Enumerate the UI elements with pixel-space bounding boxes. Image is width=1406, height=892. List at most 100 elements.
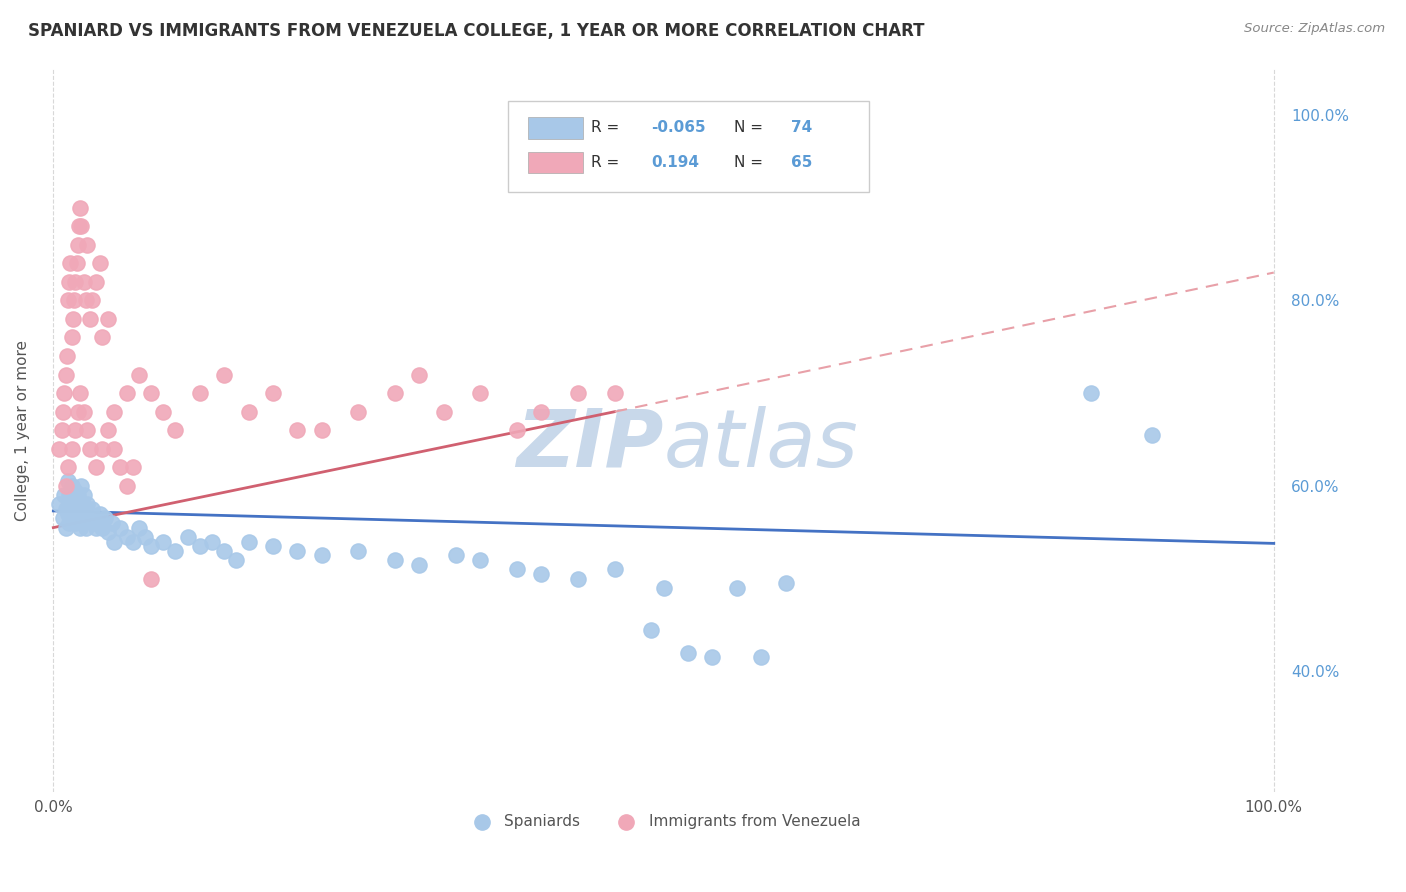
Point [89, 256, 111, 270]
Point [65, 483, 87, 498]
Point [238, 534, 260, 549]
Point [65, 516, 87, 530]
Point [84, 275, 107, 289]
Point [76, 237, 98, 252]
Point [55, 479, 77, 493]
Legend: Spaniards, Immigrants from Venezuela: Spaniards, Immigrants from Venezuela [460, 808, 868, 835]
Point [506, 562, 529, 576]
Point [93, 511, 115, 525]
Text: atlas: atlas [664, 406, 858, 483]
Point [115, 530, 138, 544]
Point [408, 558, 430, 572]
Point [60, 330, 83, 344]
Point [506, 423, 529, 437]
Point [82, 502, 104, 516]
Point [676, 646, 699, 660]
Text: N =: N = [734, 120, 768, 136]
Point [91, 521, 114, 535]
Point [52, 511, 75, 525]
Text: ZIP: ZIP [516, 406, 664, 483]
Point [139, 539, 162, 553]
Text: 65: 65 [790, 155, 811, 170]
Point [139, 572, 162, 586]
Point [775, 576, 797, 591]
Point [63, 293, 86, 308]
Point [110, 521, 132, 535]
Point [76, 498, 98, 512]
Text: N =: N = [734, 155, 768, 170]
FancyBboxPatch shape [527, 117, 582, 138]
Point [433, 405, 456, 419]
Point [97, 525, 120, 540]
Text: -0.065: -0.065 [651, 120, 706, 136]
Point [603, 562, 626, 576]
Point [530, 566, 553, 581]
Point [55, 521, 77, 535]
Point [69, 386, 91, 401]
Point [65, 275, 87, 289]
Point [66, 237, 89, 252]
Point [188, 539, 211, 553]
Point [121, 460, 143, 475]
Point [652, 581, 675, 595]
Point [73, 275, 96, 289]
Point [188, 386, 211, 401]
Point [165, 423, 187, 437]
Point [311, 549, 333, 563]
Point [567, 572, 589, 586]
Point [152, 534, 174, 549]
Point [470, 386, 492, 401]
Point [58, 488, 80, 502]
Point [48, 498, 70, 512]
Point [65, 256, 87, 270]
Point [65, 423, 87, 437]
Point [58, 516, 80, 530]
Point [103, 442, 125, 456]
Text: R =: R = [592, 155, 624, 170]
Point [70, 219, 93, 234]
Point [176, 530, 198, 544]
Point [60, 479, 83, 493]
Point [62, 312, 84, 326]
Point [530, 405, 553, 419]
Point [75, 521, 97, 535]
Point [76, 423, 98, 437]
Point [262, 539, 284, 553]
Point [97, 312, 120, 326]
Point [69, 201, 91, 215]
Point [69, 521, 91, 535]
Point [115, 479, 138, 493]
Point [66, 488, 89, 502]
Point [128, 521, 150, 535]
Point [347, 544, 370, 558]
Text: 74: 74 [790, 120, 811, 136]
Point [63, 511, 86, 525]
Text: R =: R = [592, 120, 624, 136]
Point [1140, 428, 1163, 442]
Point [603, 386, 626, 401]
Point [165, 544, 187, 558]
Point [347, 405, 370, 419]
Point [128, 368, 150, 382]
Point [79, 442, 101, 456]
Point [53, 386, 76, 401]
FancyBboxPatch shape [527, 152, 582, 173]
Point [640, 623, 662, 637]
Point [262, 386, 284, 401]
Point [79, 312, 101, 326]
Point [82, 293, 104, 308]
Point [444, 549, 467, 563]
Point [55, 368, 77, 382]
Point [62, 492, 84, 507]
Point [73, 511, 96, 525]
Text: SPANIARD VS IMMIGRANTS FROM VENEZUELA COLLEGE, 1 YEAR OR MORE CORRELATION CHART: SPANIARD VS IMMIGRANTS FROM VENEZUELA CO… [28, 22, 925, 40]
Point [470, 553, 492, 567]
Point [152, 405, 174, 419]
Point [84, 521, 107, 535]
Point [287, 423, 309, 437]
Point [75, 293, 97, 308]
Point [59, 498, 82, 512]
Point [66, 405, 89, 419]
Point [55, 502, 77, 516]
Point [73, 405, 96, 419]
